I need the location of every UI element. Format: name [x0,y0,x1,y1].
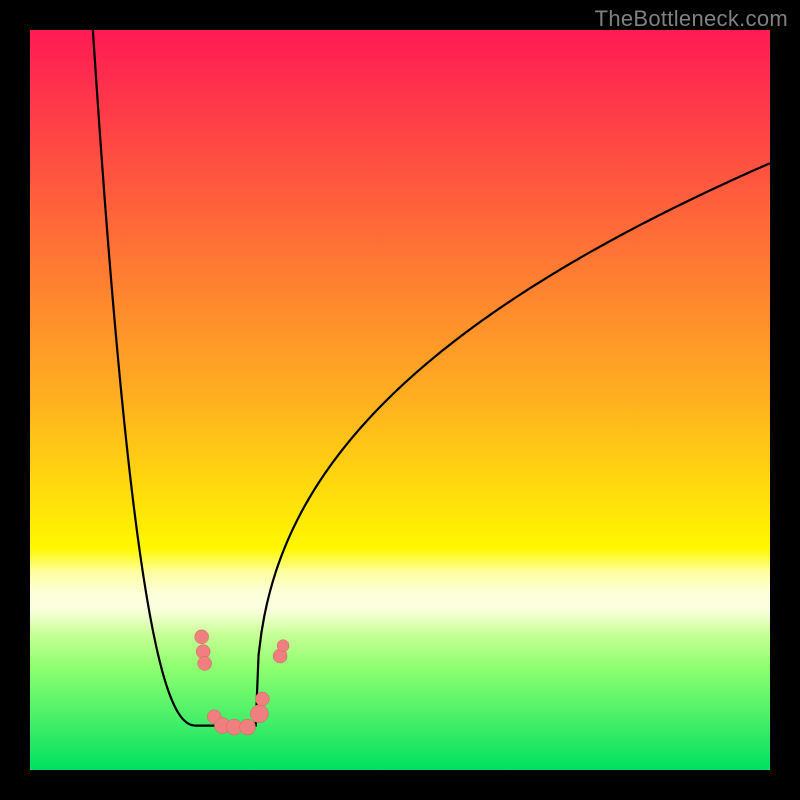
data-marker [198,656,212,670]
data-marker [195,630,209,644]
data-marker [240,719,256,735]
data-marker [250,705,268,723]
data-marker [277,640,289,652]
chart-container: TheBottleneck.com [0,0,800,800]
pale-band [30,567,770,634]
data-marker [255,692,269,706]
watermark-text: TheBottleneck.com [595,6,788,32]
chart-svg [0,0,800,800]
plot-area [30,30,770,770]
